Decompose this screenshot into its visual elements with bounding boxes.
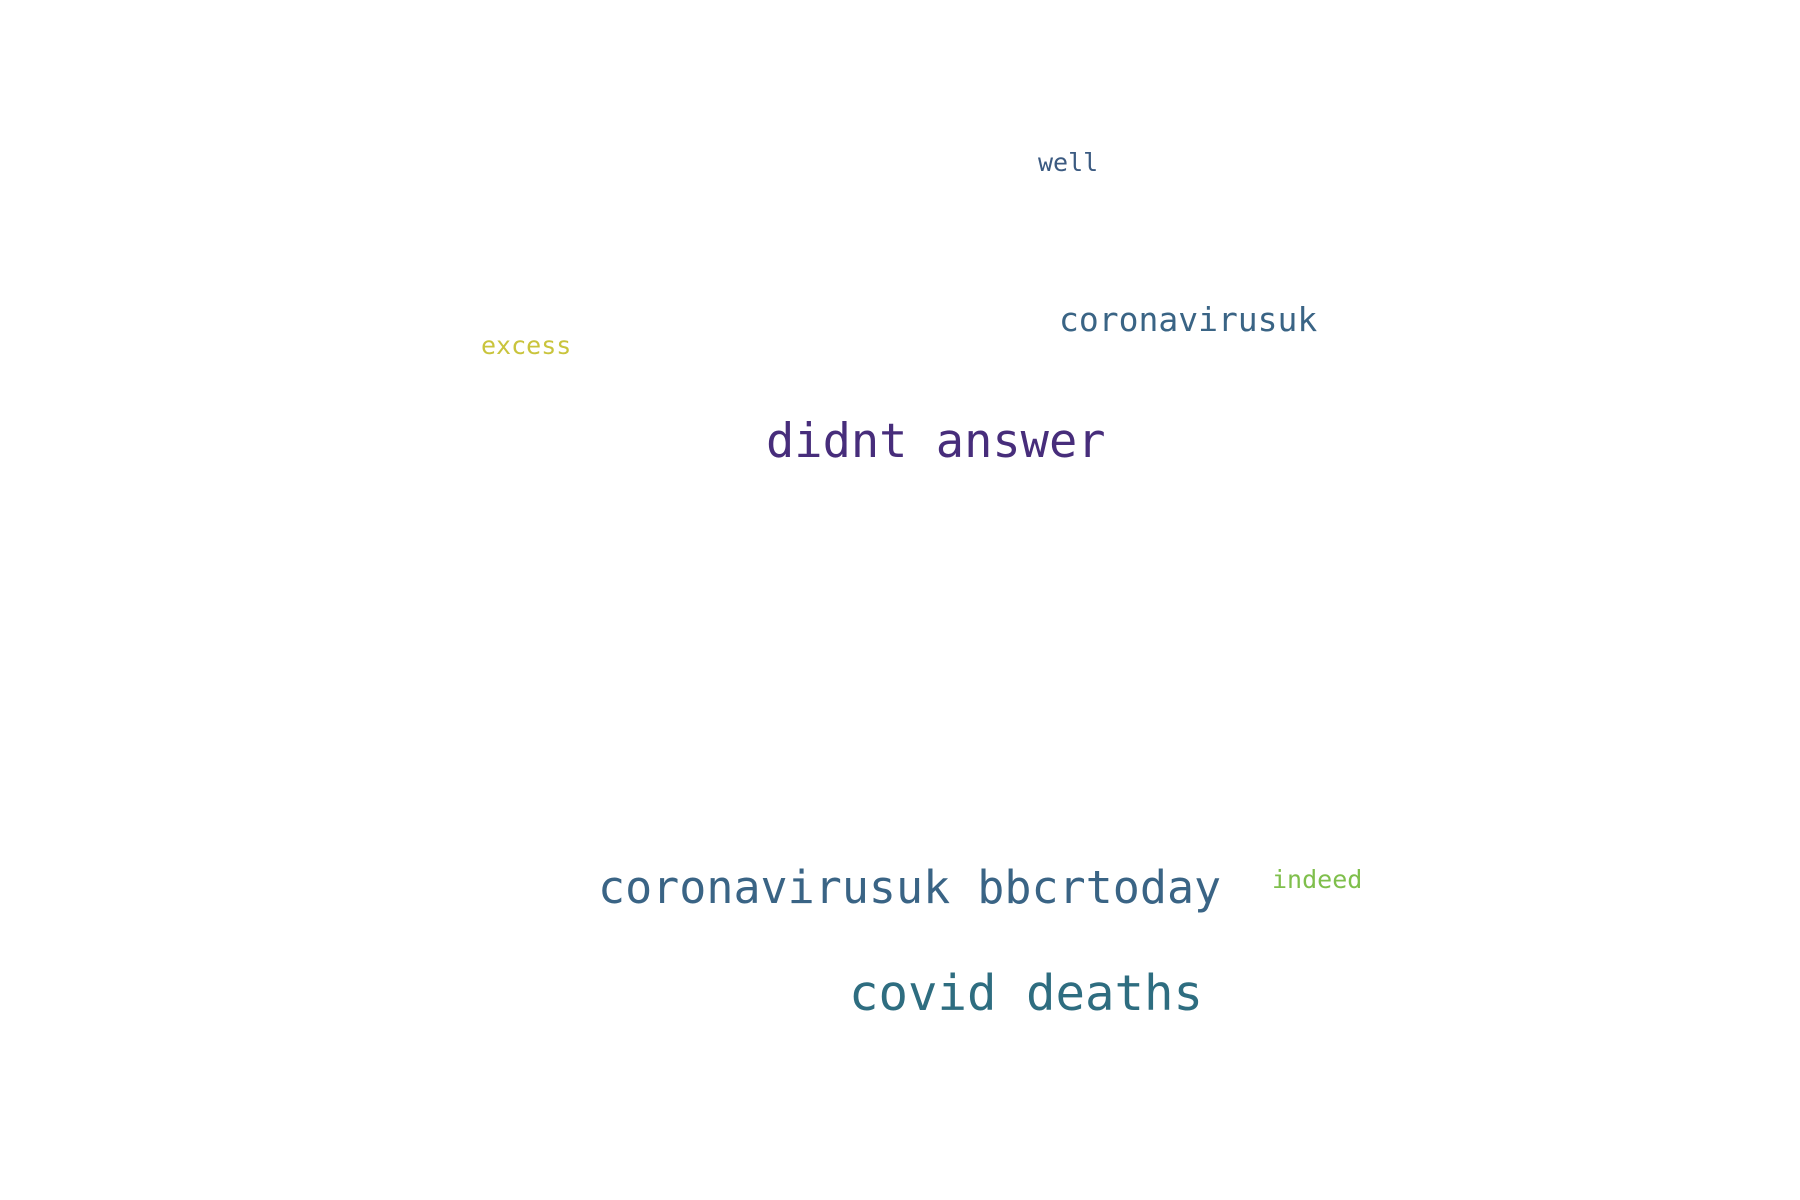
word-coronavirusuk: coronavirusuk	[1059, 300, 1318, 339]
word-covid-deaths: covid deaths	[849, 965, 1204, 1022]
word-well: well	[1038, 148, 1099, 177]
word-coronavirusuk-bbcrtoday: coronavirusuk bbcrtoday	[598, 861, 1222, 914]
word-excess: excess	[481, 331, 572, 360]
word-indeed: indeed	[1272, 865, 1363, 894]
word-didnt-answer: didnt answer	[766, 414, 1106, 469]
